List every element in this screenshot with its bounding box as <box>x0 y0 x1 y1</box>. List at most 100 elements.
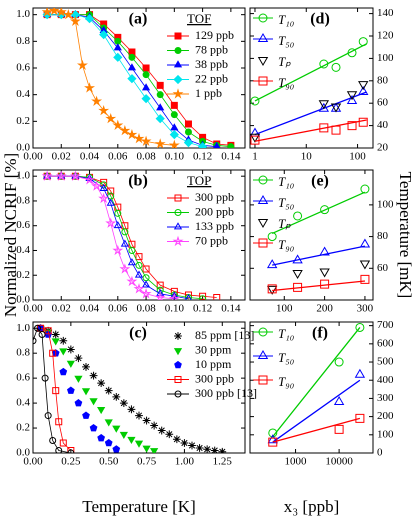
marker <box>104 419 113 427</box>
plot-area <box>267 322 366 447</box>
marker <box>293 282 303 292</box>
x-tick-label: 0.25 <box>61 456 81 468</box>
marker <box>141 94 151 104</box>
marker <box>114 37 122 45</box>
marker <box>174 376 182 383</box>
marker <box>119 399 128 407</box>
y-tick-label: 0.8 <box>16 347 30 359</box>
marker <box>128 48 136 56</box>
marker <box>173 60 183 68</box>
legend-label: T₅₀ <box>278 350 294 365</box>
marker <box>119 263 131 274</box>
panel-label: (c) <box>129 325 147 342</box>
plot-area <box>266 184 371 295</box>
y-tick-label: 400 <box>377 374 394 386</box>
x-tick-label: 0.02 <box>52 303 71 315</box>
x-tick-label: 0.14 <box>221 303 241 315</box>
marker <box>51 330 60 339</box>
marker <box>33 337 37 345</box>
marker <box>188 441 196 450</box>
x-tick-label: 0.04 <box>80 151 100 163</box>
marker <box>142 71 150 79</box>
x-tick-label: 0.06 <box>108 151 128 163</box>
marker <box>74 354 83 363</box>
panel-label: (f) <box>312 325 328 342</box>
marker <box>119 431 128 440</box>
marker <box>99 30 109 40</box>
marker <box>359 238 371 248</box>
marker <box>52 387 60 395</box>
legend-label: 10 ppm <box>195 357 232 371</box>
x-axis-label: Temperature [K] <box>82 497 196 516</box>
legend-label: 38 ppb <box>195 57 228 71</box>
y-tick-label: 100 <box>377 198 394 210</box>
marker <box>51 338 60 346</box>
x-tick-label: 1.00 <box>175 456 195 468</box>
y-tick-label: 0.4 <box>16 244 30 256</box>
marker <box>174 32 182 40</box>
y-tick-label: 0.8 <box>16 194 30 206</box>
y-tick-label: 80 <box>377 74 389 86</box>
marker <box>127 405 136 414</box>
marker <box>174 390 182 398</box>
marker <box>320 279 330 289</box>
plot-frame <box>32 7 246 149</box>
panel-label: (a) <box>129 11 148 28</box>
marker <box>84 82 96 93</box>
marker <box>114 203 122 211</box>
legend-title: TOP <box>187 173 211 188</box>
marker <box>97 406 106 415</box>
marker <box>213 294 221 300</box>
marker <box>84 174 95 185</box>
marker <box>172 235 184 247</box>
marker <box>91 180 103 191</box>
y-tick-label: 0.6 <box>16 62 30 74</box>
legend-label: 78 ppb <box>195 42 228 56</box>
plot-frame <box>249 169 374 301</box>
marker <box>77 59 88 70</box>
marker <box>104 386 113 395</box>
marker <box>114 209 122 217</box>
marker <box>168 293 180 300</box>
marker <box>154 138 166 148</box>
y-tick-label: 1.0 <box>16 8 30 20</box>
legend-label: 129 ppb <box>195 28 234 42</box>
x-tick-label: 1000 <box>285 456 308 468</box>
marker <box>346 94 358 104</box>
legend-label: 300 ppb [13] <box>195 386 257 400</box>
marker <box>98 104 110 116</box>
legend-label: 1 ppb <box>195 86 222 100</box>
marker <box>267 232 277 242</box>
marker <box>150 448 159 453</box>
y-tick-label: 700 <box>377 319 394 331</box>
marker <box>140 288 152 299</box>
marker <box>141 83 151 91</box>
marker <box>49 437 57 444</box>
legend-label: T₅₀ <box>278 195 294 210</box>
marker <box>157 426 166 435</box>
y-tick-label: 0.4 <box>16 88 30 100</box>
x-tick-label: 0.75 <box>137 456 157 468</box>
marker <box>142 64 150 72</box>
marker <box>66 345 75 354</box>
marker <box>82 411 90 419</box>
marker <box>126 275 138 287</box>
x-axis-label: x₃ [ppb] <box>284 497 340 516</box>
marker <box>258 238 268 248</box>
marker <box>89 371 98 380</box>
y-tick-label: 1.0 <box>16 322 30 334</box>
marker <box>355 413 365 423</box>
marker <box>156 81 164 89</box>
x-tick-label: 1.25 <box>213 456 233 468</box>
marker <box>250 133 261 143</box>
marker <box>134 270 144 278</box>
x-tick-label: 0.12 <box>193 151 212 163</box>
y-tick-label: 100 <box>377 428 394 440</box>
marker <box>55 447 63 453</box>
marker <box>227 143 235 148</box>
y-tick-label: 0.2 <box>16 269 30 281</box>
x-tick-label: 300 <box>357 303 374 315</box>
plot-area <box>41 8 235 148</box>
marker <box>91 95 103 106</box>
marker <box>133 132 145 144</box>
